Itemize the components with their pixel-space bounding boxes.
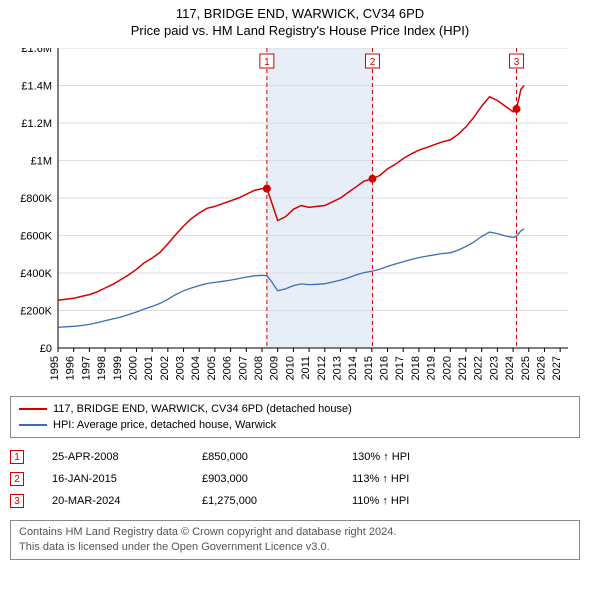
x-tick-label: 2001 bbox=[143, 356, 155, 380]
x-tick-label: 2000 bbox=[127, 356, 139, 380]
page-title: 117, BRIDGE END, WARWICK, CV34 6PD bbox=[10, 6, 590, 21]
x-tick-label: 2025 bbox=[520, 356, 532, 380]
x-tick-label: 2024 bbox=[504, 356, 516, 380]
marker-row: 2 16-JAN-2015£903,000113% ↑ HPI bbox=[10, 468, 580, 490]
x-tick-label: 1995 bbox=[49, 356, 61, 380]
legend-swatch bbox=[19, 424, 47, 426]
x-tick-label: 2022 bbox=[473, 356, 485, 380]
series-dot bbox=[513, 105, 521, 113]
x-tick-label: 2002 bbox=[159, 356, 171, 380]
page-subtitle: Price paid vs. HM Land Registry's House … bbox=[10, 23, 590, 38]
marker-label: 3 bbox=[514, 57, 520, 68]
x-tick-label: 2011 bbox=[300, 356, 312, 380]
attribution-line: This data is licensed under the Open Gov… bbox=[19, 540, 571, 555]
y-tick-label: £1M bbox=[31, 156, 52, 168]
legend-item: 117, BRIDGE END, WARWICK, CV34 6PD (deta… bbox=[19, 401, 571, 417]
marker-row: 1 25-APR-2008£850,000130% ↑ HPI bbox=[10, 446, 580, 468]
x-tick-label: 1999 bbox=[112, 356, 124, 380]
x-tick-label: 2007 bbox=[237, 356, 249, 380]
x-tick-label: 2026 bbox=[535, 356, 547, 380]
x-tick-label: 2020 bbox=[441, 356, 453, 380]
x-tick-label: 2013 bbox=[331, 356, 343, 380]
marker-number: 1 bbox=[10, 450, 24, 464]
y-tick-label: £800K bbox=[20, 193, 52, 205]
marker-date: 25-APR-2008 bbox=[52, 451, 202, 463]
legend-label: 117, BRIDGE END, WARWICK, CV34 6PD (deta… bbox=[53, 403, 352, 415]
marker-table: 1 25-APR-2008£850,000130% ↑ HPI 2 16-JAN-20… bbox=[10, 446, 580, 512]
x-tick-label: 2005 bbox=[206, 356, 218, 380]
x-tick-label: 2018 bbox=[410, 356, 422, 380]
legend-swatch bbox=[19, 408, 47, 410]
y-tick-label: £0 bbox=[40, 343, 52, 355]
x-tick-label: 2027 bbox=[551, 356, 563, 380]
price-chart: £0 £200K £400K £600K £800K £1M £1.2M £1.4M £1.6M… bbox=[10, 48, 580, 388]
legend: 117, BRIDGE END, WARWICK, CV34 6PD (deta… bbox=[10, 396, 580, 438]
x-tick-label: 2021 bbox=[457, 356, 469, 380]
marker-price: £903,000 bbox=[202, 473, 352, 485]
y-tick-label: £400K bbox=[20, 268, 52, 280]
y-tick-label: £200K bbox=[20, 306, 52, 318]
marker-label: 2 bbox=[370, 57, 376, 68]
x-tick-label: 2009 bbox=[269, 356, 281, 380]
x-tick-label: 1997 bbox=[80, 356, 92, 380]
x-tick-label: 1998 bbox=[96, 356, 108, 380]
marker-hpi: 130% ↑ HPI bbox=[352, 451, 512, 463]
legend-label: HPI: Average price, detached house, Warw… bbox=[53, 419, 276, 431]
y-tick-label: £1.2M bbox=[21, 118, 52, 130]
x-tick-label: 2008 bbox=[253, 356, 265, 380]
x-tick-label: 2023 bbox=[488, 356, 500, 380]
x-tick-label: 2012 bbox=[316, 356, 328, 380]
y-tick-label: £1.6M bbox=[21, 48, 52, 55]
attribution: Contains HM Land Registry data © Crown c… bbox=[10, 520, 580, 560]
x-tick-label: 2016 bbox=[379, 356, 391, 380]
legend-item: HPI: Average price, detached house, Warw… bbox=[19, 417, 571, 433]
x-tick-label: 2017 bbox=[394, 356, 406, 380]
marker-price: £850,000 bbox=[202, 451, 352, 463]
attribution-line: Contains HM Land Registry data © Crown c… bbox=[19, 525, 571, 540]
x-tick-label: 2015 bbox=[363, 356, 375, 380]
marker-hpi: 113% ↑ HPI bbox=[352, 473, 512, 485]
marker-label: 1 bbox=[264, 57, 270, 68]
marker-hpi: 110% ↑ HPI bbox=[352, 495, 512, 507]
x-tick-label: 1996 bbox=[65, 356, 77, 380]
x-tick-label: 2019 bbox=[426, 356, 438, 380]
marker-number: 2 bbox=[10, 472, 24, 486]
y-tick-label: £1.4M bbox=[21, 81, 52, 93]
marker-date: 16-JAN-2015 bbox=[52, 473, 202, 485]
x-tick-label: 2006 bbox=[222, 356, 234, 380]
marker-row: 3 20-MAR-2024£1,275,000110% ↑ HPI bbox=[10, 490, 580, 512]
marker-price: £1,275,000 bbox=[202, 495, 352, 507]
marker-number: 3 bbox=[10, 494, 24, 508]
marker-date: 20-MAR-2024 bbox=[52, 495, 202, 507]
series-dot bbox=[368, 175, 376, 183]
series-dot bbox=[263, 185, 271, 193]
x-tick-label: 2003 bbox=[175, 356, 187, 380]
x-tick-label: 2014 bbox=[347, 356, 359, 380]
y-tick-label: £600K bbox=[20, 231, 52, 243]
x-tick-label: 2004 bbox=[190, 356, 202, 380]
x-tick-label: 2010 bbox=[284, 356, 296, 380]
